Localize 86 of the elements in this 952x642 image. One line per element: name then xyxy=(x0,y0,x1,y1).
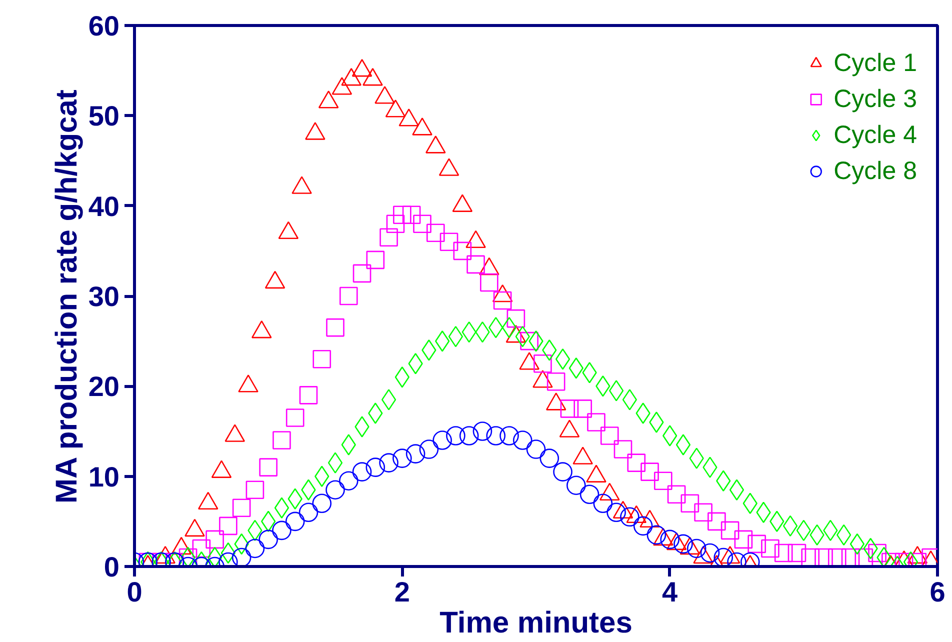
point xyxy=(608,380,624,402)
point xyxy=(646,525,666,545)
point xyxy=(332,76,352,95)
point xyxy=(379,453,398,472)
point xyxy=(245,538,265,558)
point xyxy=(432,430,452,450)
point xyxy=(526,440,546,459)
point xyxy=(620,507,640,527)
point xyxy=(419,440,439,459)
y-tick-label: 60 xyxy=(88,10,120,42)
point xyxy=(686,538,706,558)
point xyxy=(700,543,720,563)
point xyxy=(876,546,892,566)
point xyxy=(362,68,383,86)
point xyxy=(328,452,343,474)
point xyxy=(492,284,513,302)
point xyxy=(318,90,339,108)
point xyxy=(292,176,312,194)
point xyxy=(500,426,519,446)
y-tick-label: 10 xyxy=(88,461,120,492)
point xyxy=(312,494,332,514)
point xyxy=(633,516,653,536)
legend-label: Cycle 3 xyxy=(834,84,917,114)
point xyxy=(232,548,252,566)
point xyxy=(305,122,326,140)
point xyxy=(338,471,358,490)
point xyxy=(714,548,734,566)
point xyxy=(729,479,744,501)
y-axis-title: MA production rate g/h/kgcat xyxy=(50,90,84,504)
y-tick-label: 0 xyxy=(104,552,120,582)
point xyxy=(278,221,299,240)
point xyxy=(512,430,532,450)
point xyxy=(285,512,305,532)
x-tick-label: 4 xyxy=(662,576,678,608)
point xyxy=(472,422,492,441)
point xyxy=(398,108,420,126)
point xyxy=(466,230,486,248)
point xyxy=(446,426,466,446)
legend-label: Cycle 4 xyxy=(834,120,917,150)
point xyxy=(341,68,362,86)
point xyxy=(459,426,479,446)
point xyxy=(448,326,464,348)
point xyxy=(674,534,693,554)
point xyxy=(676,434,691,456)
point xyxy=(274,497,290,519)
point xyxy=(479,257,500,276)
point xyxy=(580,484,600,504)
y-tick-label: 30 xyxy=(88,281,120,312)
point xyxy=(555,348,570,370)
legend-label: Cycle 8 xyxy=(834,156,917,186)
point xyxy=(540,448,560,468)
x-axis-title: Time minutes xyxy=(440,606,632,640)
point xyxy=(452,194,473,212)
point xyxy=(392,448,412,468)
point xyxy=(352,462,372,482)
point xyxy=(566,476,586,495)
y-tick-label: 20 xyxy=(88,371,120,402)
point xyxy=(385,100,406,118)
x-tick-label: 0 xyxy=(126,576,142,608)
point xyxy=(406,444,426,464)
point xyxy=(782,515,798,537)
point xyxy=(438,158,460,176)
point xyxy=(264,270,286,289)
point xyxy=(412,118,432,136)
point xyxy=(258,530,278,550)
point xyxy=(272,520,292,540)
point xyxy=(366,458,386,477)
point xyxy=(326,480,345,500)
point xyxy=(298,502,318,522)
point xyxy=(593,494,613,514)
legend-label: Cycle 1 xyxy=(834,48,917,78)
point xyxy=(850,533,865,555)
point xyxy=(660,530,680,550)
x-tick-label: 2 xyxy=(394,576,410,608)
point xyxy=(425,136,446,154)
point xyxy=(381,389,396,410)
point xyxy=(486,426,506,446)
y-tick-label: 50 xyxy=(88,100,120,132)
point xyxy=(352,58,372,77)
point xyxy=(207,546,222,566)
point xyxy=(374,86,395,104)
point xyxy=(502,316,517,338)
y-tick-label: 40 xyxy=(88,190,120,222)
point xyxy=(606,502,626,522)
point xyxy=(553,462,572,482)
x-tick-label: 6 xyxy=(930,576,946,608)
